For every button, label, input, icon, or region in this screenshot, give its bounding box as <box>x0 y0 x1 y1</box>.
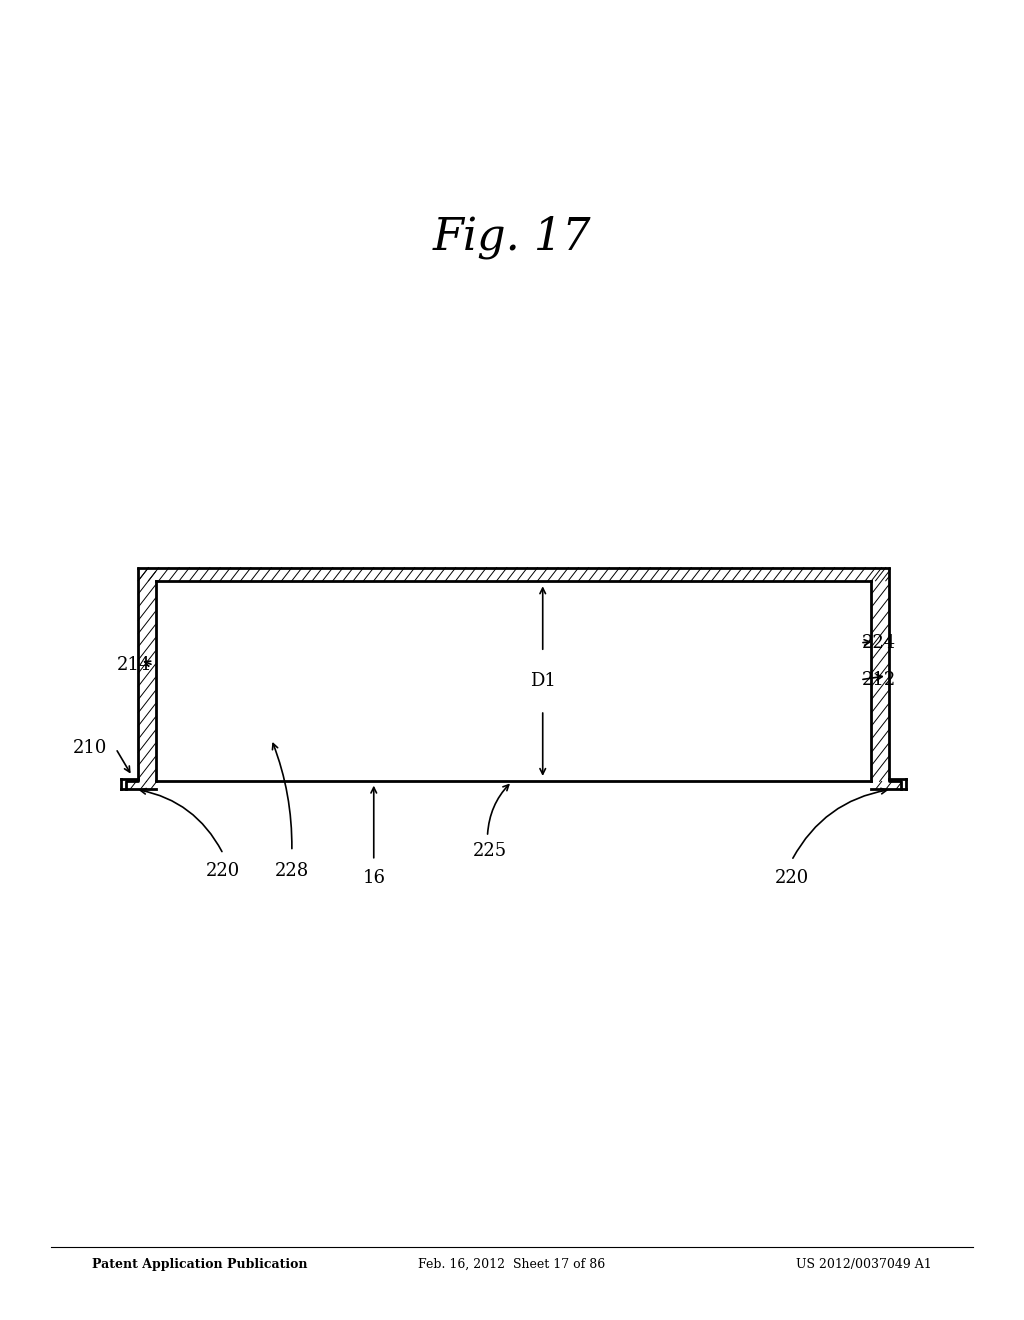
Text: Feb. 16, 2012  Sheet 17 of 86: Feb. 16, 2012 Sheet 17 of 86 <box>419 1258 605 1271</box>
Text: 210: 210 <box>73 739 108 758</box>
Text: Fig. 17: Fig. 17 <box>433 216 591 259</box>
Text: 212: 212 <box>862 671 896 689</box>
Text: US 2012/0037049 A1: US 2012/0037049 A1 <box>796 1258 932 1271</box>
Text: 16: 16 <box>362 869 385 887</box>
Text: 220: 220 <box>774 869 809 887</box>
Text: 228: 228 <box>274 862 309 880</box>
Text: 225: 225 <box>473 842 507 861</box>
Text: 224: 224 <box>862 634 896 652</box>
Text: Patent Application Publication: Patent Application Publication <box>92 1258 307 1271</box>
Text: 220: 220 <box>206 862 241 880</box>
Text: D1: D1 <box>529 672 556 690</box>
Text: 214: 214 <box>118 656 152 675</box>
